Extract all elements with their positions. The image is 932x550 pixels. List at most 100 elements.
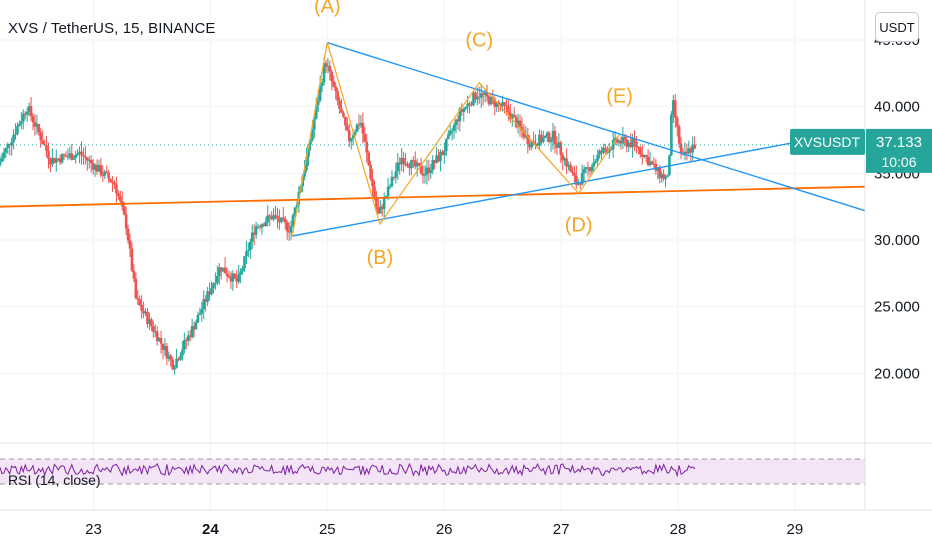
candle-body (400, 157, 403, 165)
candle-body (6, 144, 10, 149)
candle-body (311, 129, 314, 141)
candle-body (639, 147, 642, 155)
candle-body (481, 93, 485, 95)
candle-body (212, 283, 215, 289)
candle-body (89, 159, 93, 164)
candle-body (536, 144, 539, 146)
candle-body (274, 215, 277, 217)
candle-body (594, 160, 598, 163)
candle-body (474, 92, 477, 100)
candle-body (369, 164, 372, 179)
candle-body (214, 282, 217, 284)
candle-body (596, 154, 599, 161)
candle-body (320, 82, 324, 86)
candle-body (307, 144, 310, 158)
candle-body (260, 224, 264, 228)
candle-body (177, 358, 180, 360)
candle-body (171, 359, 174, 370)
candle-body (677, 126, 681, 144)
candle-body (662, 174, 665, 180)
candle-body (648, 161, 652, 166)
price-tag-value: 37.133 (876, 134, 922, 151)
candle-body (163, 346, 167, 350)
candle-body (243, 256, 246, 269)
rsi-polyline (0, 462, 696, 478)
candle-body (62, 154, 66, 156)
candle-body (679, 143, 683, 153)
candle-body (551, 130, 555, 140)
candle-body (623, 136, 627, 140)
candle-body (582, 169, 586, 174)
candle-body (130, 248, 134, 271)
currency-button[interactable]: USDT (875, 12, 919, 42)
candle-body (379, 206, 382, 214)
candle-body (258, 226, 262, 228)
price-tag-box (866, 128, 932, 173)
candle-body (95, 164, 99, 172)
candle-body (633, 138, 636, 142)
candle-body (210, 288, 213, 295)
candle-body (542, 137, 545, 143)
candle-body (489, 96, 493, 105)
candle-body (380, 206, 384, 210)
candle-body (493, 98, 497, 107)
candle-body (281, 217, 285, 219)
candle-body (237, 274, 240, 282)
candle-body (87, 159, 91, 161)
candle-body (76, 153, 79, 155)
candle-body (227, 275, 231, 278)
x-tick-label: 25 (319, 521, 336, 538)
y-tick-label: 25.000 (874, 299, 920, 316)
candle-body (456, 119, 460, 122)
candle-body (567, 164, 570, 167)
rsi-label[interactable]: RSI (14, close) (8, 472, 101, 488)
candle-body (280, 217, 283, 223)
candle-body (64, 155, 68, 157)
triangle-upper-line (327, 41, 866, 212)
candle-body (617, 140, 621, 143)
candle-body (652, 163, 656, 165)
candle-body (394, 171, 398, 178)
wave-label: (C) (465, 30, 493, 52)
candle-body (664, 176, 667, 180)
candle-body (188, 335, 192, 338)
candle-body (460, 108, 464, 113)
candle-body (29, 105, 33, 116)
candle-body (598, 150, 601, 155)
candle-body (14, 133, 17, 136)
candle-body (530, 141, 533, 148)
candle-body (563, 158, 566, 161)
candle-body (538, 134, 541, 146)
candle-body (629, 142, 632, 148)
x-tick-label: 23 (85, 521, 102, 538)
candle-body (136, 298, 140, 300)
candle-body (415, 162, 419, 167)
candle-body (429, 170, 433, 174)
candle-body (200, 309, 204, 314)
candle-body (547, 132, 551, 142)
candle-body (423, 174, 427, 176)
x-tick-label: 28 (670, 521, 687, 538)
candle-body (412, 160, 415, 162)
candle-body (183, 339, 186, 350)
candle-body (344, 116, 347, 126)
candle-body (604, 147, 607, 150)
candle-body (353, 131, 357, 136)
candle-body (454, 119, 458, 126)
candle-body (646, 156, 650, 166)
candle-body (314, 105, 318, 119)
candle-body (565, 158, 568, 167)
symbol-title[interactable]: XVS / TetherUS, 15, BINANCE (8, 20, 216, 37)
candle-body (305, 157, 308, 171)
candle-body (631, 138, 634, 148)
candle-body (590, 166, 594, 172)
candle-body (18, 124, 21, 126)
candle-body (8, 144, 12, 146)
candle-body (349, 138, 353, 142)
candle-body (58, 158, 62, 163)
candle-body (371, 178, 374, 187)
x-tick-label: 29 (787, 521, 804, 538)
candle-body (33, 122, 37, 127)
candle-body (181, 349, 184, 356)
